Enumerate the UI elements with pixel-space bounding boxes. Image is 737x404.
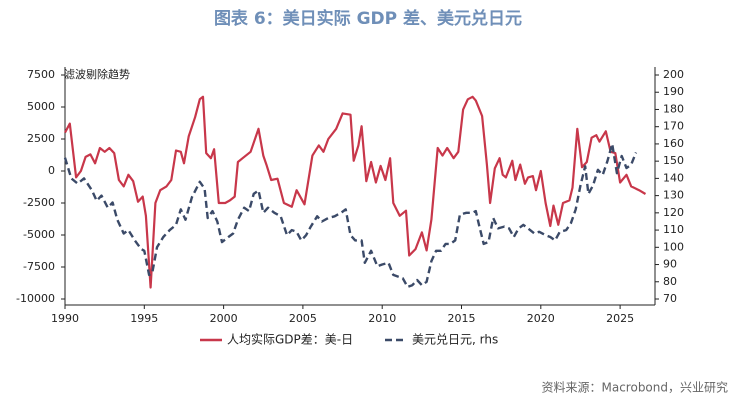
x-tick-label: 1995 xyxy=(130,312,158,325)
y-tick-label: -10000 xyxy=(16,292,55,305)
source: 资料来源：Macrobond，兴业研究 xyxy=(542,380,729,395)
y-tick-label: -7500 xyxy=(23,260,55,273)
y2-tick-label: 200 xyxy=(663,68,684,81)
y2-tick-label: 160 xyxy=(663,137,684,150)
y2-tick-label: 130 xyxy=(663,189,684,202)
x-tick-label: 2010 xyxy=(368,312,396,325)
y2-tick-label: 190 xyxy=(663,85,684,98)
annotation: 滤波剔除趋势 xyxy=(64,67,130,81)
y2-tick-label: 120 xyxy=(663,206,684,219)
legend-label: 人均实际GDP差：美-日 xyxy=(227,332,353,347)
x-tick-label: 2000 xyxy=(210,312,238,325)
x-tick-label: 2015 xyxy=(448,312,476,325)
y2-tick-label: 150 xyxy=(663,154,684,167)
x-tick-label: 2020 xyxy=(527,312,555,325)
series-line xyxy=(63,142,638,289)
y-tick-label: 2500 xyxy=(27,132,55,145)
y-tick-label: 5000 xyxy=(27,100,55,113)
y2-tick-label: 90 xyxy=(663,258,677,271)
y2-tick-label: 80 xyxy=(663,275,677,288)
series-line xyxy=(64,95,647,289)
x-tick-label: 2025 xyxy=(606,312,634,325)
x-tick-label: 2005 xyxy=(289,312,317,325)
y2-tick-label: 100 xyxy=(663,240,684,253)
chart-title: 图表 6：美日实际 GDP 差、美元兑日元 xyxy=(214,8,522,29)
y2-tick-label: 110 xyxy=(663,223,684,236)
y-tick-label: -5000 xyxy=(23,228,55,241)
y-tick-label: -2500 xyxy=(23,196,55,209)
y2-tick-label: 170 xyxy=(663,120,684,133)
y-tick-label: 7500 xyxy=(27,68,55,81)
x-tick-label: 1990 xyxy=(51,312,79,325)
y2-tick-label: 140 xyxy=(663,171,684,184)
y-tick-label: 0 xyxy=(48,164,55,177)
y2-tick-label: 180 xyxy=(663,102,684,115)
y2-tick-label: 70 xyxy=(663,292,677,305)
legend-label: 美元兑日元, rhs xyxy=(412,333,498,347)
